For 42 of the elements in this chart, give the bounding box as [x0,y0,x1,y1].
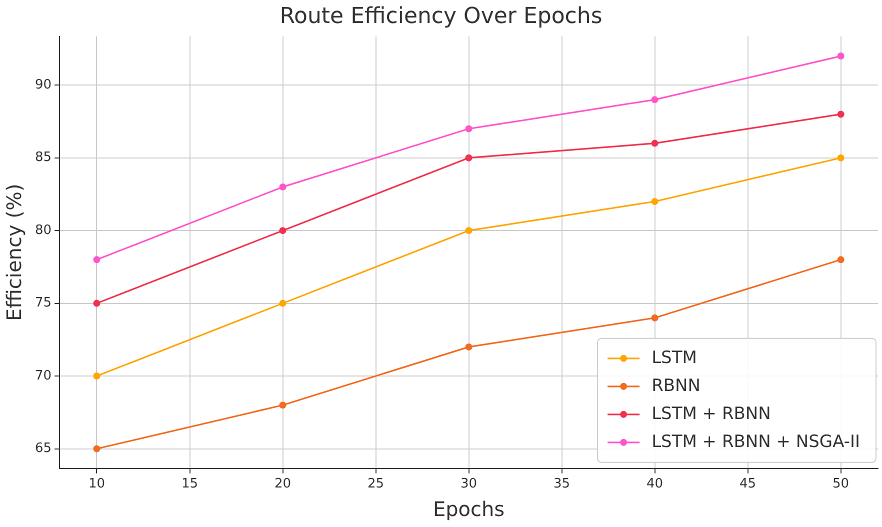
x-tick-label: 50 [832,476,850,492]
point [93,372,100,380]
chart-title: Route Efficiency Over Epochs [280,4,602,29]
point [93,300,100,307]
point [465,125,472,132]
y-tick-label: 75 [34,296,52,311]
x-axis-title: Epochs [432,497,505,522]
point [279,402,286,409]
y-tick-label: 80 [34,222,52,238]
y-tick-label: 65 [34,441,52,456]
point [93,256,100,264]
x-tick-label: 15 [181,476,198,492]
x-tick-label: 40 [646,476,664,492]
legend-label: LSTM + RBNN [652,404,771,424]
x-tick-label: 30 [460,476,478,492]
point [837,154,844,162]
point [465,343,472,350]
y-tick-label: 90 [34,78,52,92]
point [837,256,844,264]
y-axis-title: Efficiency (%) [2,184,26,322]
point [93,445,100,452]
y-tick-label: 85 [34,150,52,166]
y-tick-label: 70 [34,368,52,384]
point [465,154,472,162]
point [279,300,286,307]
x-tick-label: 35 [554,476,570,492]
point [279,183,286,190]
point [279,227,286,234]
point [651,314,658,322]
point [837,110,844,118]
legend-label: RBNN [652,376,700,396]
point [651,96,658,104]
point [465,227,472,234]
x-tick-label: 10 [88,476,106,492]
point [651,140,658,147]
legend-label: LSTM + RBNN + NSGA-II [652,432,860,452]
x-tick-label: 45 [740,476,756,492]
legend-label: LSTM [652,348,697,368]
x-tick-label: 25 [367,476,384,492]
point [837,52,844,60]
point [651,198,658,205]
x-tick-label: 20 [274,476,292,492]
